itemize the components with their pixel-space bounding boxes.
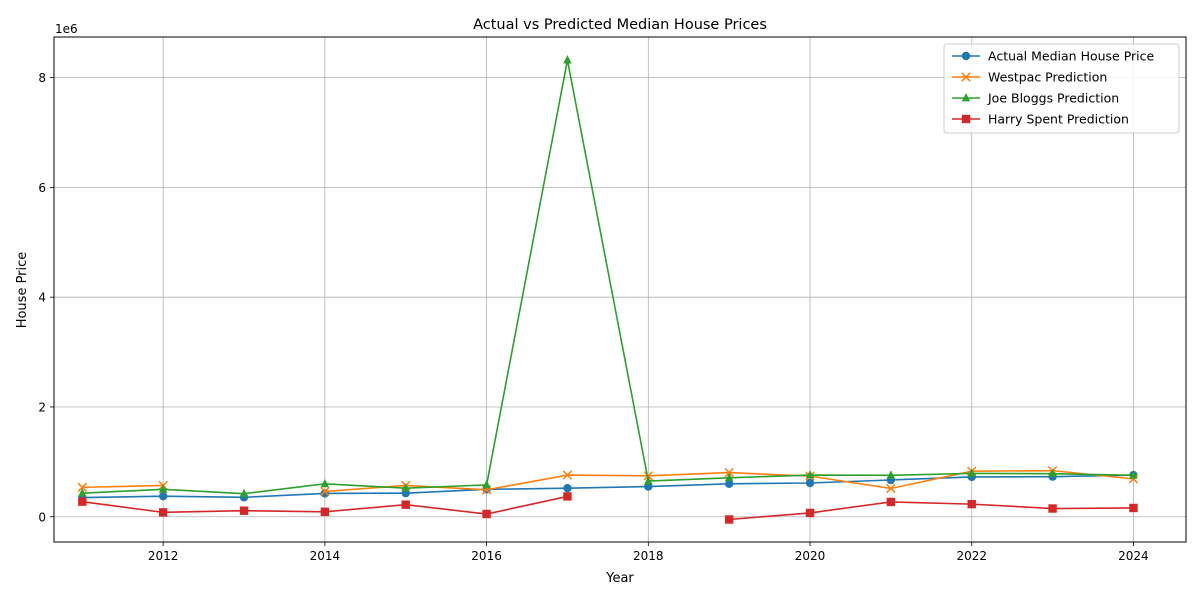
x-tick-label: 2022: [956, 549, 987, 563]
legend-label: Harry Spent Prediction: [988, 112, 1129, 127]
y-tick-label: 4: [38, 291, 46, 305]
data-point: [724, 515, 734, 524]
legend-label: Joe Bloggs Prediction: [987, 91, 1119, 106]
data-point: [967, 499, 976, 509]
series-3: [78, 492, 1138, 524]
y-tick-label: 8: [38, 71, 46, 85]
series-line: [82, 59, 1134, 495]
data-point: [1048, 468, 1057, 478]
data-point: [805, 478, 815, 488]
x-axis-label: Year: [605, 571, 634, 586]
series-line: [729, 501, 1134, 521]
data-point: [78, 488, 87, 497]
data-point: [563, 492, 572, 501]
legend: Actual Median House Price Westpac Predict…: [943, 43, 1180, 134]
y-tick-label: 2: [38, 400, 46, 414]
data-point: [239, 488, 249, 498]
series-line: [82, 474, 1134, 499]
data-point: [401, 500, 410, 509]
legend-swatch-marker: [961, 51, 971, 61]
legend-box: [943, 43, 1180, 134]
data-point: [239, 506, 249, 515]
y-tick-label: 6: [38, 181, 46, 195]
data-point: [320, 478, 330, 488]
x-tick-label: 2014: [310, 549, 341, 563]
data-point: [886, 483, 896, 494]
data-point: [158, 491, 168, 501]
data-point: [78, 497, 87, 506]
data-point: [724, 467, 734, 478]
x-tick-label: 2018: [633, 549, 664, 563]
data-point: [644, 476, 653, 485]
ticks: 2012 2014 2016 2018 2020 2022 2024 0 2 4 6 8: [38, 71, 1148, 563]
data-point: [643, 471, 654, 481]
data-point: [724, 472, 734, 482]
data-point: [886, 470, 896, 479]
x-tick-label: 2024: [1118, 549, 1149, 563]
data-point: [562, 470, 573, 480]
series-layer: [77, 55, 1139, 524]
y-axis-label: House Price: [15, 252, 30, 329]
data-point: [1129, 470, 1138, 479]
data-point: [320, 486, 330, 497]
y-tick-label: 0: [38, 510, 46, 524]
series-line: [82, 484, 164, 489]
chart-title: Actual vs Predicted Median House Prices: [473, 17, 767, 33]
legend-label: Actual Median House Price: [988, 49, 1155, 64]
data-point: [563, 484, 572, 493]
x-tick-label: 2016: [471, 549, 502, 563]
x-tick-label: 2020: [795, 549, 826, 563]
plot-frame: [53, 36, 1187, 543]
data-point: [1129, 503, 1138, 513]
y-axis-offset-label: 1e6: [55, 22, 78, 36]
grid: [54, 37, 1186, 542]
data-point: [967, 468, 976, 477]
data-point: [724, 479, 734, 489]
data-point: [77, 482, 88, 493]
data-point: [158, 484, 168, 493]
data-point: [805, 470, 815, 479]
data-point: [482, 509, 491, 519]
x-tick-label: 2012: [148, 549, 179, 563]
legend-swatch-marker: [961, 93, 971, 102]
data-point: [401, 483, 410, 492]
data-point: [1048, 504, 1057, 513]
data-point: [805, 508, 815, 518]
data-point: [158, 508, 168, 517]
legend-swatch-marker: [961, 114, 971, 124]
data-point: [563, 55, 572, 64]
legend-swatch-marker: [961, 72, 971, 82]
data-point: [886, 497, 896, 507]
series-2: [78, 55, 1138, 498]
legend-label: Westpac Prediction: [988, 70, 1107, 85]
data-point: [320, 507, 330, 517]
data-point: [482, 479, 491, 489]
